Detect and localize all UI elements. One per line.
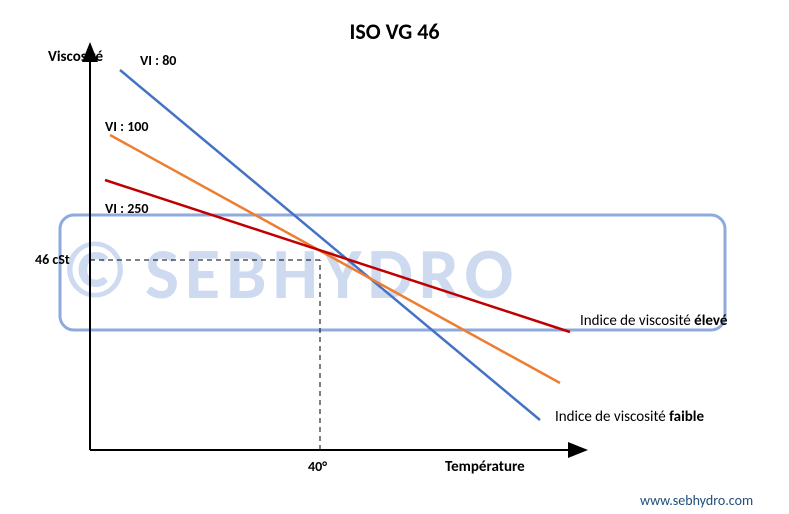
viscosity-chart: © SEBHYDRO [0,0,789,514]
annotation-low-vi-bold: faible [669,408,704,426]
series-label-vi250: VI : 250 [105,200,149,217]
annotation-high-vi-bold: élevé [694,312,727,330]
x-axis-label: Température [445,458,525,476]
y-axis-label: Viscosité [48,48,103,66]
annotation-low-vi-prefix: Indice de viscosité [555,408,669,426]
series-label-vi80: VI : 80 [140,52,176,69]
annotation-low-vi: Indice de viscosité faible [555,408,704,426]
x-tick-40deg: 40° [308,458,327,475]
series-label-vi100: VI : 100 [105,118,149,135]
annotation-high-vi: Indice de viscosité élevé [580,312,727,330]
copyright-symbol: © [62,222,129,319]
y-tick-46cst: 46 cSt [35,251,70,268]
source-url: www.sebhydro.com [640,492,753,509]
chart-title: ISO VG 46 [0,18,789,45]
annotation-high-vi-prefix: Indice de viscosité [580,312,694,330]
watermark-text: SEBHYDRO [145,230,519,318]
